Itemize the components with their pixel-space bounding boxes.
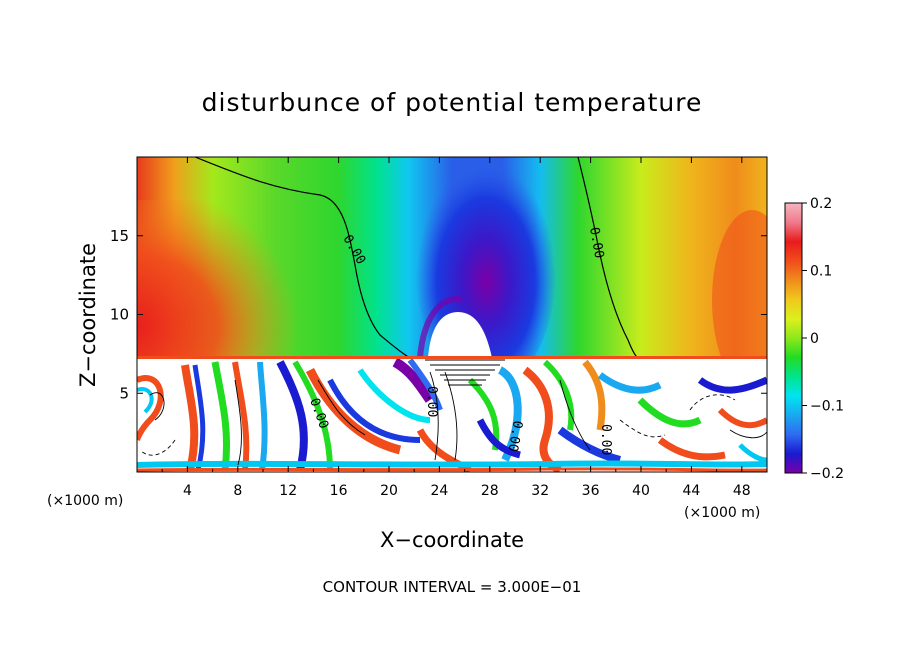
x-axis: 4 8 12 16 20 24 28 32 36 40 44 48 [161,157,751,499]
x-tick-label: 28 [481,483,499,499]
x-tick-label: 20 [380,483,398,499]
contour-label: 0.00 [424,386,439,417]
x-tick-label: 16 [330,483,348,499]
colorbar [784,202,803,474]
y-axis-label: Z−coordinate [76,243,100,387]
x-tick-label: 32 [531,483,549,499]
x-unit-left: (×1000 m) [47,493,123,509]
lower-contours [139,371,767,466]
colorbar-tick-label: 0 [810,331,819,347]
x-tick-label: 8 [233,483,242,499]
contour-interval-note: CONTOUR INTERVAL = 3.000E−01 [323,578,582,596]
wave-packet [425,359,505,386]
x-tick-label: 12 [279,483,297,499]
zero-contour-left [194,157,411,359]
x-axis-label: X−coordinate [380,528,524,552]
x-tick-label: 4 [183,483,192,499]
colorbar-ticks: 0.2 0.1 0 −0.1 −0.2 [802,196,844,482]
x-tick-label: 36 [582,483,600,499]
interface-line [137,356,767,359]
y-axis: 5 10 15 [110,227,767,402]
lower-turbulence [137,357,767,472]
x-tick-label: 44 [682,483,700,499]
y-tick-label: 15 [110,227,129,245]
colorbar-tick-label: −0.2 [810,466,844,482]
x-unit-right: (×1000 m) [684,505,760,521]
chart-title: disturbunce of potential temperature [202,88,703,117]
x-tick-label: 48 [733,483,751,499]
plot-area [137,157,767,472]
contour-label: 0.00 [505,419,525,452]
warm-bubble [428,312,492,358]
y-tick-label: 10 [110,306,129,324]
x-tick-label: 40 [632,483,650,499]
colorbar-tick-label: 0.1 [810,264,832,280]
zero-contour-right [577,157,639,359]
colorbar-tick-label: 0.2 [810,196,832,212]
colorbar-tick-label: −0.1 [810,399,844,415]
contour-label: 0.00 [598,424,613,455]
y-tick-label: 5 [119,384,129,402]
x-tick-label: 24 [430,483,448,499]
contour-label: 0.00 [586,226,606,259]
